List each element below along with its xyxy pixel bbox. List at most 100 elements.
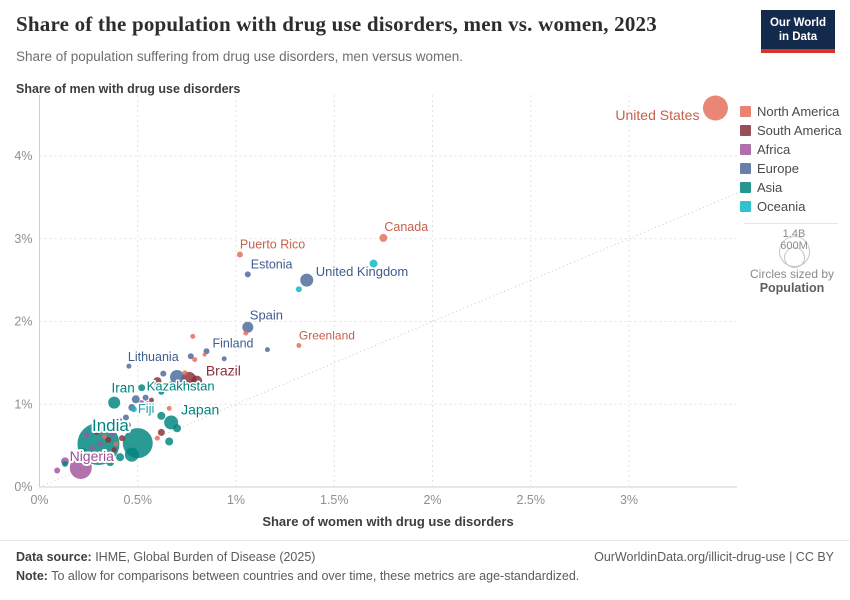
data-point[interactable] xyxy=(124,421,131,428)
point-nigeria[interactable] xyxy=(69,456,92,479)
data-point[interactable] xyxy=(221,356,227,362)
point-united-kingdom[interactable] xyxy=(300,273,314,287)
data-point[interactable] xyxy=(182,370,188,376)
legend-item-south-america[interactable]: South America xyxy=(740,123,842,138)
data-point[interactable] xyxy=(295,286,302,293)
data-point[interactable] xyxy=(243,330,249,336)
data-point[interactable] xyxy=(157,428,165,436)
data-point[interactable] xyxy=(154,382,161,389)
data-point[interactable] xyxy=(105,436,112,443)
note-line: Note: To allow for comparisons between c… xyxy=(16,569,579,583)
point-label-iran: Iran xyxy=(112,381,135,396)
data-point[interactable] xyxy=(84,432,90,438)
data-point[interactable] xyxy=(264,347,270,353)
legend-item-oceania[interactable]: Oceania xyxy=(740,199,842,214)
data-point[interactable] xyxy=(158,388,165,395)
note-label: Note: xyxy=(16,569,48,584)
data-point[interactable] xyxy=(97,441,103,447)
data-point[interactable] xyxy=(109,430,116,437)
data-point[interactable] xyxy=(71,455,78,462)
point-label-india: India xyxy=(92,416,129,435)
data-point[interactable] xyxy=(131,395,140,404)
size-legend-caption: Circles sized by xyxy=(749,267,835,281)
legend-item-asia[interactable]: Asia xyxy=(740,180,842,195)
point-iran[interactable] xyxy=(108,396,121,409)
data-point[interactable] xyxy=(191,375,203,387)
data-point[interactable] xyxy=(119,435,126,442)
point-label-japan: Japan xyxy=(181,401,219,417)
scatter-plot: 0% 1% 2% 3% 4% 0% 0.5% 1% 1.5% 2% 2.5% 3% United Sta… xyxy=(14,95,738,507)
data-point[interactable] xyxy=(81,456,88,463)
legend-item-north-america[interactable]: North America xyxy=(740,104,842,119)
data-point[interactable] xyxy=(106,458,115,467)
data-point[interactable] xyxy=(78,448,87,457)
data-point[interactable] xyxy=(142,394,149,401)
point-label-united-kingdom: United Kingdom xyxy=(316,264,409,279)
chart-subtitle: Share of population suffering from drug … xyxy=(16,49,463,64)
size-legend-small-circle xyxy=(784,247,805,268)
point-label-spain: Spain xyxy=(250,307,283,322)
x-tick-label: 1% xyxy=(227,493,245,507)
point-label-greenland: Greenland xyxy=(299,328,355,342)
data-point[interactable] xyxy=(149,397,155,403)
data-point[interactable] xyxy=(116,453,125,462)
x-tick-label: 0.5% xyxy=(124,493,153,507)
data-point[interactable] xyxy=(154,435,160,441)
data-point[interactable] xyxy=(144,401,151,408)
data-point[interactable] xyxy=(54,467,61,474)
data-point[interactable] xyxy=(91,452,102,463)
legend-item-africa[interactable]: Africa xyxy=(740,142,842,157)
data-point[interactable] xyxy=(103,449,110,456)
data-point[interactable] xyxy=(202,386,208,392)
point-kazakhstan[interactable] xyxy=(138,384,146,392)
legend-label: Europe xyxy=(757,161,799,176)
data-point[interactable] xyxy=(62,460,69,467)
point-greenland[interactable] xyxy=(296,342,302,348)
data-point[interactable] xyxy=(202,352,207,357)
point-fiji[interactable] xyxy=(130,406,137,413)
size-legend-big-label: 1.4B xyxy=(782,228,806,240)
data-point[interactable] xyxy=(147,381,153,387)
point-canada[interactable] xyxy=(379,233,388,242)
legend-item-europe[interactable]: Europe xyxy=(740,161,842,176)
data-point[interactable] xyxy=(111,447,117,453)
y-tick-label: 1% xyxy=(14,397,32,411)
data-point[interactable] xyxy=(170,369,185,384)
data-point[interactable] xyxy=(190,333,196,339)
legend-label: Asia xyxy=(757,180,783,195)
data-point[interactable] xyxy=(139,400,145,406)
data-point[interactable] xyxy=(166,405,172,411)
point-estonia[interactable] xyxy=(244,271,251,278)
owid-link[interactable]: OurWorldinData.org/illicit-drug-use | CC… xyxy=(594,550,834,564)
point-lithuania[interactable] xyxy=(126,363,132,369)
point-puerto-rico[interactable] xyxy=(236,251,243,258)
data-point[interactable] xyxy=(192,357,198,363)
data-point[interactable] xyxy=(113,441,119,447)
legend-swatch xyxy=(740,144,751,155)
point-united-states[interactable] xyxy=(702,95,728,121)
owid-logo[interactable]: Our World in Data xyxy=(760,10,835,53)
data-point[interactable] xyxy=(173,424,182,433)
data-point[interactable] xyxy=(187,353,194,360)
data-point[interactable] xyxy=(165,437,174,446)
point-spain[interactable] xyxy=(242,321,254,333)
data-point[interactable] xyxy=(124,447,139,462)
data-point[interactable] xyxy=(160,370,167,377)
data-point[interactable] xyxy=(117,418,123,424)
data-point[interactable] xyxy=(168,381,175,388)
point-label-united-states: United States xyxy=(615,107,699,123)
page-title: Share of the population with drug use di… xyxy=(16,12,657,36)
data-point[interactable] xyxy=(101,434,107,440)
data-point[interactable] xyxy=(90,445,96,451)
point-label-estonia: Estonia xyxy=(251,257,293,271)
point-label-kazakhstan: Kazakhstan xyxy=(147,379,215,394)
x-tick-label: 3% xyxy=(620,493,638,507)
data-point[interactable] xyxy=(157,411,166,420)
data-point[interactable] xyxy=(369,259,378,268)
data-point[interactable] xyxy=(231,368,238,375)
data-source-text: IHME, Global Burden of Disease (2025) xyxy=(91,550,316,564)
data-point[interactable] xyxy=(93,429,99,435)
y-tick-label: 3% xyxy=(14,232,32,246)
data-point[interactable] xyxy=(122,414,129,421)
